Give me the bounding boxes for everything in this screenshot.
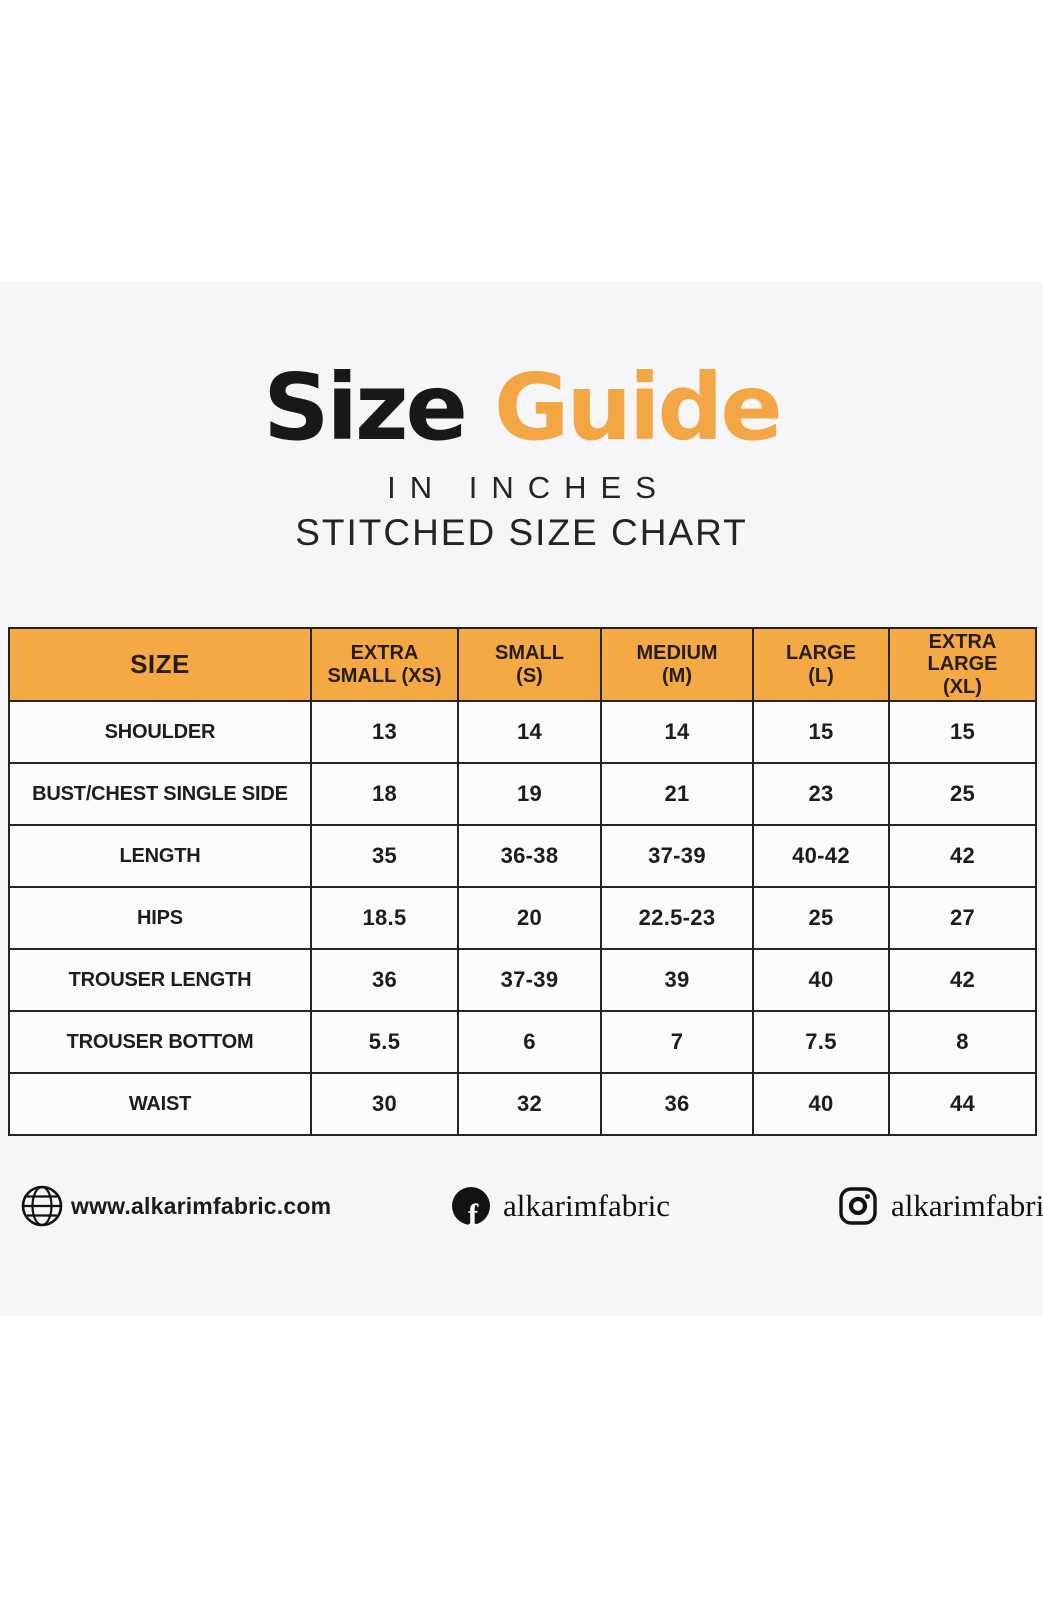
cell-value: 37-39 [600, 824, 754, 889]
cell-value: 18.5 [310, 886, 459, 951]
col-header-extra-large: EXTRA LARGE (XL) [888, 626, 1037, 703]
cell-value: 20 [457, 886, 602, 951]
website-url: www.alkarimfabric.com [71, 1192, 332, 1219]
cell-value: 7.5 [752, 1010, 890, 1075]
cell-value: 15 [888, 700, 1037, 765]
subtitle-stitched-size-chart: STITCHED SIZE CHART [295, 512, 748, 553]
facebook-item: f alkarimfabric [452, 1180, 670, 1232]
cell-value: 14 [457, 700, 602, 765]
facebook-handle: alkarimfabric [503, 1188, 670, 1223]
cell-value: 18 [310, 762, 459, 827]
table-row-hips: HIPS 18.5 20 22.5-23 25 27 [8, 886, 1037, 951]
page-title: Size Guide [0, 362, 1043, 454]
globe-icon [20, 1184, 64, 1228]
facebook-f-glyph: f [467, 1197, 479, 1232]
instagram-item: alkarimfabrics [838, 1180, 1043, 1232]
col-header-medium: MEDIUM (M) [600, 626, 754, 703]
col-header-large: LARGE (L) [752, 626, 890, 703]
cell-value: 36 [600, 1072, 754, 1137]
table-header-row: SIZE EXTRA SMALL (XS) SMALL (S) MEDIUM (… [8, 626, 1037, 703]
row-label: TROUSER LENGTH [8, 948, 312, 1013]
cell-value: 44 [888, 1072, 1037, 1137]
table-row-shoulder: SHOULDER 13 14 14 15 15 [8, 700, 1037, 765]
instagram-icon [838, 1186, 878, 1226]
cell-value: 40-42 [752, 824, 890, 889]
cell-value: 36-38 [457, 824, 602, 889]
title-word-guide: Guide [493, 354, 783, 461]
row-label: WAIST [8, 1072, 312, 1137]
cell-value: 5.5 [310, 1010, 459, 1075]
table-row-trouser-length: TROUSER LENGTH 36 37-39 39 40 42 [8, 948, 1037, 1013]
cell-value: 32 [457, 1072, 602, 1137]
cell-value: 35 [310, 824, 459, 889]
col-header-size: SIZE [8, 626, 312, 703]
table-row-bust-chest: BUST/CHEST SINGLE SIDE 18 19 21 23 25 [8, 762, 1037, 827]
instagram-handle: alkarimfabrics [891, 1188, 1043, 1223]
subtitle-in-inches: IN INCHES [387, 470, 670, 505]
cell-value: 6 [457, 1010, 602, 1075]
table-row-trouser-bottom: TROUSER BOTTOM 5.5 6 7 7.5 8 [8, 1010, 1037, 1075]
title-word-size: Size [263, 354, 468, 461]
cell-value: 13 [310, 700, 459, 765]
col-header-extra-small: EXTRA SMALL (XS) [310, 626, 459, 703]
facebook-icon: f [452, 1187, 490, 1230]
cell-value: 23 [752, 762, 890, 827]
row-label: LENGTH [8, 824, 312, 889]
row-label: BUST/CHEST SINGLE SIDE [8, 762, 312, 827]
cell-value: 42 [888, 824, 1037, 889]
row-label: TROUSER BOTTOM [8, 1010, 312, 1075]
cell-value: 19 [457, 762, 602, 827]
row-label: SHOULDER [8, 700, 312, 765]
col-header-small: SMALL (S) [457, 626, 602, 703]
cell-value: 42 [888, 948, 1037, 1013]
cell-value: 36 [310, 948, 459, 1013]
size-chart-table: SIZE EXTRA SMALL (XS) SMALL (S) MEDIUM (… [8, 626, 1037, 1137]
cell-value: 22.5-23 [600, 886, 754, 951]
cell-value: 15 [752, 700, 890, 765]
cell-value: 40 [752, 948, 890, 1013]
cell-value: 25 [888, 762, 1037, 827]
row-label: HIPS [8, 886, 312, 951]
cell-value: 25 [752, 886, 890, 951]
cell-value: 14 [600, 700, 754, 765]
website-item: www.alkarimfabric.com [20, 1180, 331, 1232]
cell-value: 8 [888, 1010, 1037, 1075]
table-row-length: LENGTH 35 36-38 37-39 40-42 42 [8, 824, 1037, 889]
table-row-waist: WAIST 30 32 36 40 44 [8, 1072, 1037, 1137]
cell-value: 27 [888, 886, 1037, 951]
cell-value: 37-39 [457, 948, 602, 1013]
cell-value: 39 [600, 948, 754, 1013]
cell-value: 30 [310, 1072, 459, 1137]
cell-value: 21 [600, 762, 754, 827]
cell-value: 7 [600, 1010, 754, 1075]
cell-value: 40 [752, 1072, 890, 1137]
